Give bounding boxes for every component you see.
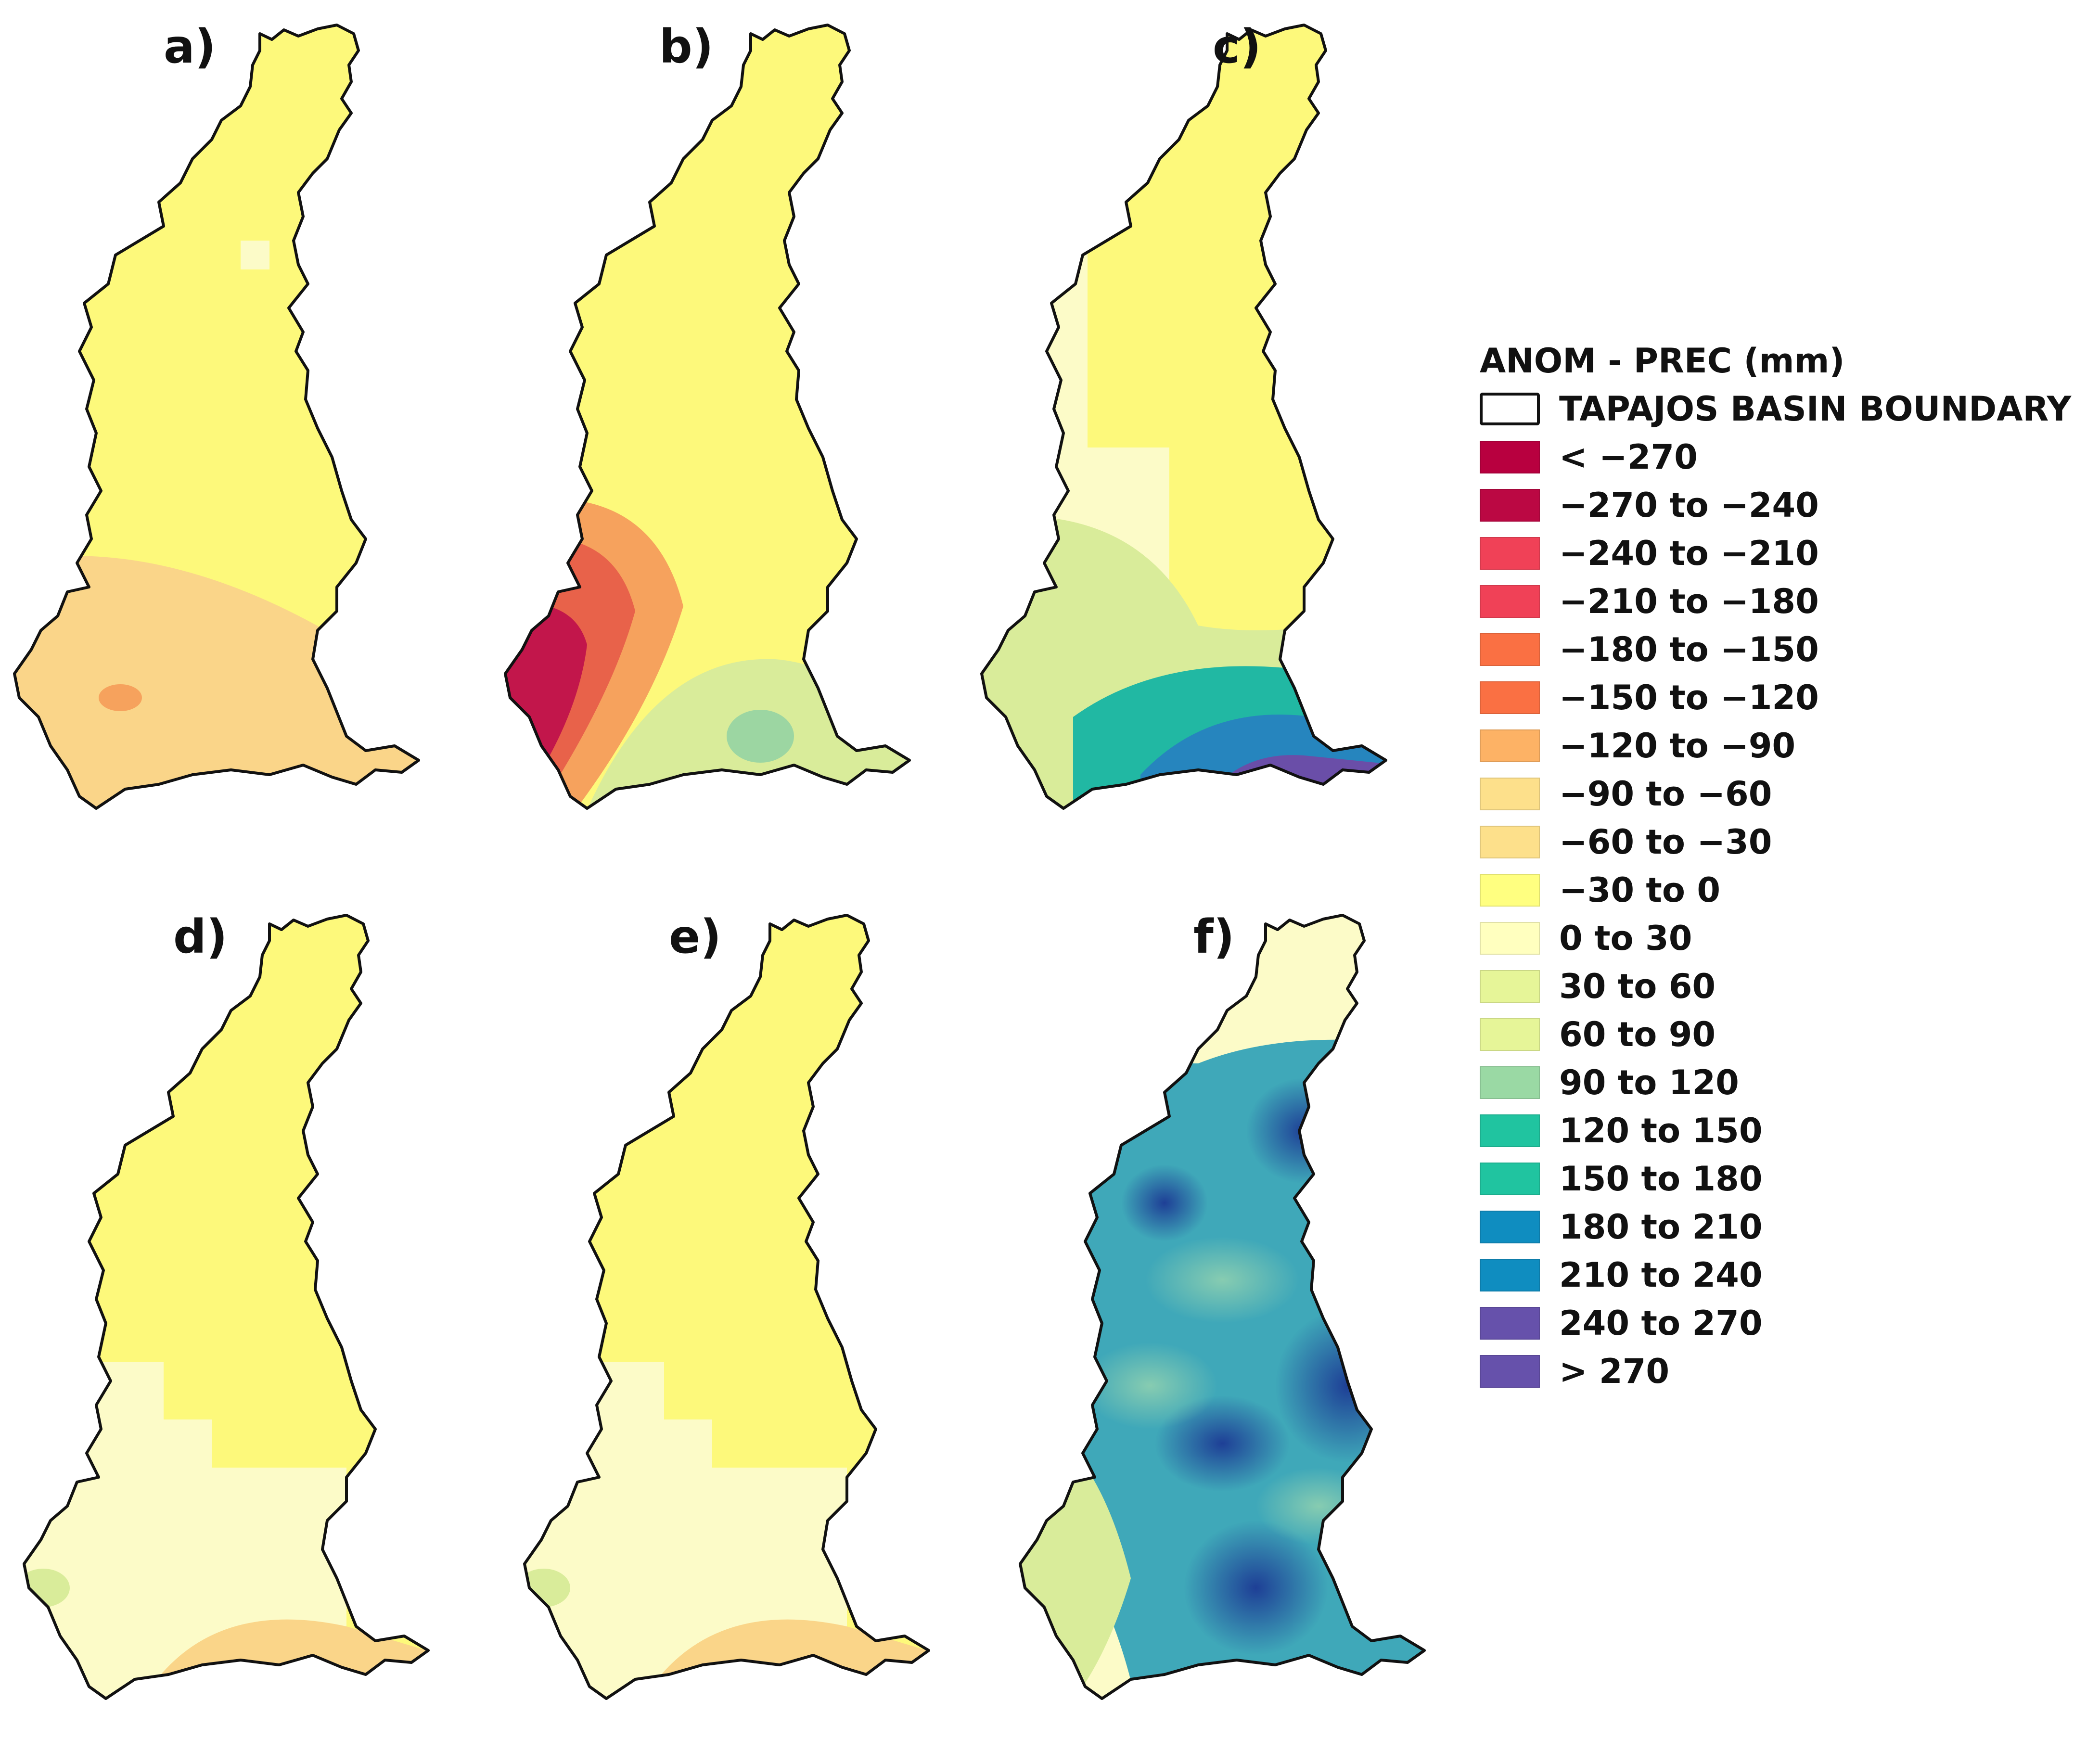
legend-item: 120 to 150 <box>1480 1107 2081 1155</box>
panel-label: b) <box>659 20 714 74</box>
legend: ANOM - PREC (mm) TAPAJOS BASIN BOUNDARY … <box>1480 337 2081 1395</box>
legend-item: −90 to −60 <box>1480 770 2081 818</box>
legend-swatch <box>1480 1259 1540 1291</box>
legend-item: 180 to 210 <box>1480 1203 2081 1251</box>
map-panel <box>510 905 943 1723</box>
low-anomaly-blob <box>1145 1237 1299 1323</box>
legend-swatch <box>1480 1114 1540 1147</box>
legend-label: 240 to 270 <box>1559 1304 1763 1343</box>
legend-item: −210 to −180 <box>1480 577 2081 626</box>
legend-item: −270 to −240 <box>1480 481 2081 529</box>
legend-item: −30 to 0 <box>1480 866 2081 914</box>
panel-fill <box>982 25 1386 808</box>
map-panel <box>1006 905 1439 1723</box>
panel-fill <box>14 25 419 808</box>
anomaly-region <box>99 684 142 711</box>
legend-label: −210 to −180 <box>1559 582 1819 621</box>
legend-item: −120 to −90 <box>1480 722 2081 770</box>
legend-boundary-label: TAPAJOS BASIN BOUNDARY <box>1559 389 2072 429</box>
legend-label: −90 to −60 <box>1559 774 1772 814</box>
legend-item: 60 to 90 <box>1480 1010 2081 1059</box>
legend-label: 0 to 30 <box>1559 919 1692 958</box>
legend-label: 90 to 120 <box>1559 1063 1739 1102</box>
legend-swatch <box>1480 537 1540 570</box>
legend-label: < −270 <box>1559 437 1698 477</box>
panel-label: f) <box>1193 910 1235 964</box>
map-panel <box>491 14 924 832</box>
legend-label: −30 to 0 <box>1559 870 1721 910</box>
panel-label: c) <box>1213 20 1261 74</box>
panel-fill <box>24 915 428 1699</box>
legend-title: ANOM - PREC (mm) <box>1480 341 1845 381</box>
panel-label: e) <box>669 910 721 964</box>
legend-swatch <box>1480 1355 1540 1388</box>
panel-label: d) <box>173 910 228 964</box>
high-anomaly-blob <box>1275 1309 1420 1463</box>
legend-swatch <box>1480 922 1540 955</box>
legend-swatch <box>1480 1211 1540 1243</box>
legend-boundary-row: TAPAJOS BASIN BOUNDARY <box>1480 385 2081 433</box>
high-anomaly-blob <box>1246 1078 1362 1184</box>
legend-swatch <box>1480 1066 1540 1099</box>
legend-swatch <box>1480 585 1540 618</box>
high-anomaly-blob <box>1121 1164 1208 1241</box>
legend-label: > 270 <box>1559 1352 1670 1391</box>
map-panel <box>0 14 433 832</box>
legend-item: > 270 <box>1480 1347 2081 1395</box>
legend-label: 180 to 210 <box>1559 1207 1763 1247</box>
legend-label: 210 to 240 <box>1559 1255 1763 1295</box>
legend-swatch <box>1480 633 1540 666</box>
legend-swatch <box>1480 826 1540 858</box>
legend-label: 150 to 180 <box>1559 1159 1763 1199</box>
low-anomaly-blob <box>1256 1468 1381 1545</box>
legend-label: −60 to −30 <box>1559 822 1772 862</box>
anomaly-region <box>14 556 419 808</box>
anomaly-region <box>241 241 269 269</box>
panel-fill <box>505 25 909 808</box>
legend-item: 240 to 270 <box>1480 1299 2081 1347</box>
legend-swatch <box>1480 1307 1540 1340</box>
legend-swatch <box>1480 489 1540 522</box>
legend-swatch <box>1480 778 1540 810</box>
high-anomaly-blob <box>1184 1521 1328 1655</box>
legend-item: −240 to −210 <box>1480 529 2081 577</box>
legend-swatch <box>1480 970 1540 1003</box>
legend-item: 30 to 60 <box>1480 962 2081 1010</box>
legend-item: 150 to 180 <box>1480 1155 2081 1203</box>
low-anomaly-blob <box>1083 1342 1217 1429</box>
legend-label: −120 to −90 <box>1559 726 1796 766</box>
legend-items: < −270 −270 to −240 −240 to −210 −210 to −1… <box>1480 433 2081 1395</box>
legend-swatch <box>1480 681 1540 714</box>
legend-item: −180 to −150 <box>1480 626 2081 674</box>
legend-label: 60 to 90 <box>1559 1015 1716 1054</box>
map-panel <box>10 905 443 1723</box>
legend-label: −240 to −210 <box>1559 534 1819 573</box>
legend-label: −270 to −240 <box>1559 486 1819 525</box>
panel-label: a) <box>164 20 216 74</box>
legend-label: −180 to −150 <box>1559 630 1819 669</box>
panel-fill <box>1020 915 1424 1699</box>
legend-swatch <box>1480 1018 1540 1051</box>
boundary-swatch <box>1480 393 1540 425</box>
legend-item: −150 to −120 <box>1480 674 2081 722</box>
map-panels: a) b) c) d) e) f) <box>0 14 1480 1764</box>
legend-item: −60 to −30 <box>1480 818 2081 866</box>
anomaly-region <box>727 710 794 763</box>
legend-label: −150 to −120 <box>1559 678 1819 717</box>
legend-item: 90 to 120 <box>1480 1059 2081 1107</box>
legend-item: 210 to 240 <box>1480 1251 2081 1299</box>
legend-swatch <box>1480 441 1540 473</box>
legend-swatch <box>1480 874 1540 907</box>
map-panel <box>967 14 1400 832</box>
legend-label: 120 to 150 <box>1559 1111 1763 1150</box>
legend-item: < −270 <box>1480 433 2081 481</box>
legend-label: 30 to 60 <box>1559 967 1716 1006</box>
legend-swatch <box>1480 1163 1540 1195</box>
panel-fill <box>525 915 929 1699</box>
legend-swatch <box>1480 729 1540 762</box>
legend-item: 0 to 30 <box>1480 914 2081 962</box>
